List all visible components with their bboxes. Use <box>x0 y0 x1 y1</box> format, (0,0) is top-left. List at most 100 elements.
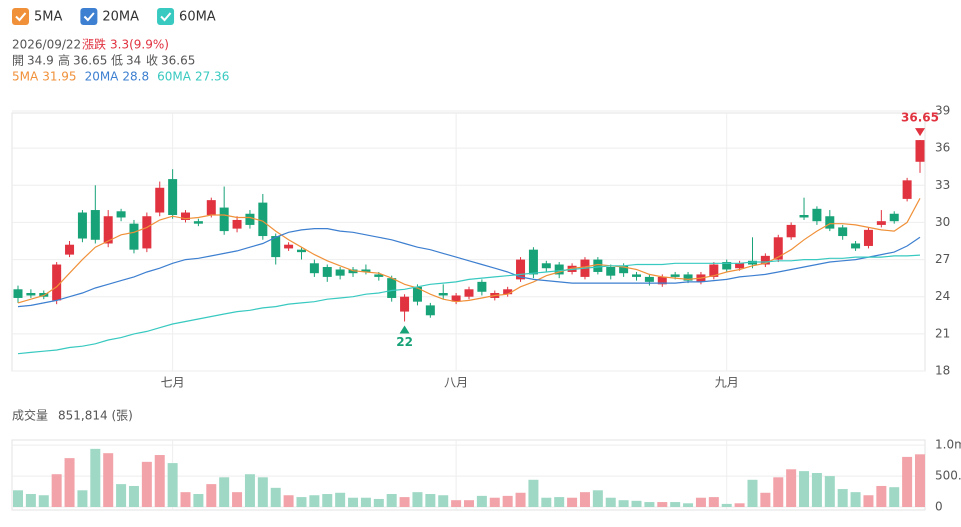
candle-body <box>876 221 886 225</box>
y-tick-label: 33 <box>935 178 950 192</box>
candle-body <box>193 221 203 224</box>
volume-bar <box>476 495 487 507</box>
volume-bar <box>747 479 758 507</box>
volume-bar <box>644 502 655 507</box>
volume-bar <box>592 490 603 507</box>
change-title: 漲跌 <box>82 37 106 52</box>
ma-info-name: 60MA <box>157 70 192 84</box>
candle-body <box>902 180 912 199</box>
y-tick-label: 27 <box>935 252 950 266</box>
legend-checkbox[interactable] <box>157 8 175 25</box>
candle-body <box>13 289 23 298</box>
candle-body <box>593 259 603 272</box>
volume-bar <box>348 497 359 507</box>
volume-bar <box>528 479 539 507</box>
volume-title: 成交量 <box>12 408 48 423</box>
candle-body <box>451 295 461 302</box>
volume-bar <box>670 502 681 507</box>
ma-info-value: 31.95 <box>42 70 76 84</box>
candle-body <box>438 293 448 296</box>
ma-info-name: 5MA <box>12 70 39 84</box>
candle-body <box>683 274 693 281</box>
candle-body <box>219 207 229 232</box>
legend-item[interactable]: 20MA <box>80 8 139 25</box>
volume-bar <box>386 494 397 507</box>
candle-body <box>644 276 654 282</box>
open-value: 34.9 <box>27 54 54 68</box>
volume-bar <box>103 453 114 507</box>
close-value: 36.65 <box>161 54 195 68</box>
volume-bar <box>515 492 526 507</box>
volume-bar <box>232 492 243 507</box>
ma-info-value: 28.8 <box>122 70 149 84</box>
low-label: 低 <box>111 54 123 68</box>
high-value: 36.65 <box>73 54 107 68</box>
candle-body <box>670 274 680 277</box>
volume-bar <box>863 495 874 507</box>
max-label: 36.65 <box>901 111 939 125</box>
candle-body <box>464 289 474 297</box>
legend-checkbox[interactable] <box>12 8 29 25</box>
date: 2026/09/22 <box>12 38 81 52</box>
candle-body <box>567 265 577 272</box>
volume-bar <box>425 494 436 507</box>
candle-body <box>103 216 113 244</box>
candle-body <box>168 179 178 215</box>
volume-bar <box>708 497 719 507</box>
candle-body <box>361 269 371 272</box>
candle-body <box>181 212 191 220</box>
volume-bar <box>90 448 101 507</box>
volume-bar <box>322 494 333 507</box>
candle-body <box>606 267 616 276</box>
candle-body <box>709 264 719 277</box>
volume-bar <box>154 455 165 507</box>
candle-body <box>541 263 551 269</box>
candle-body <box>722 262 732 270</box>
min-marker <box>399 325 410 334</box>
x-tick-label: 九月 <box>715 376 739 390</box>
volume-bar <box>13 490 23 507</box>
max-marker <box>915 128 925 137</box>
volume-bar <box>51 474 62 507</box>
open-label: 開 <box>12 54 24 68</box>
volume-bar <box>489 497 500 507</box>
candle-body <box>155 187 165 213</box>
candle-body <box>296 249 306 253</box>
volume-bar <box>141 461 152 507</box>
legend-item[interactable]: 60MA <box>157 8 216 25</box>
x-tick-label: 七月 <box>161 376 185 390</box>
candle-body <box>747 260 757 265</box>
candle-body <box>760 255 770 265</box>
volume-bar <box>25 494 36 507</box>
legend-checkbox[interactable] <box>80 8 98 25</box>
high-label: 高 <box>58 53 70 68</box>
volume-bar <box>270 487 281 507</box>
volume-bar <box>811 472 822 507</box>
volume-bar <box>631 500 642 507</box>
candle-body <box>335 269 345 276</box>
candle-body <box>799 215 809 218</box>
volume-bar <box>683 503 694 507</box>
volume-bar <box>695 497 706 507</box>
candle-body <box>309 263 319 274</box>
volume-tick-label: 500.0 <box>935 469 961 483</box>
legend-label: 20MA <box>102 10 139 25</box>
candle-body <box>26 293 36 296</box>
candle-body <box>77 212 87 239</box>
check-icon <box>160 12 172 22</box>
candle-body <box>915 140 925 162</box>
volume-bar <box>721 503 732 507</box>
y-tick-label: 30 <box>935 215 950 229</box>
volume-bar <box>283 495 294 507</box>
volume-bar <box>412 492 423 507</box>
legend-item[interactable]: 5MA <box>12 8 62 25</box>
volume-text: 851,814 (張) <box>58 409 133 423</box>
volume-bar <box>824 476 835 507</box>
candle-body <box>258 202 268 237</box>
ma-line <box>17 228 921 308</box>
candle-body <box>348 269 358 274</box>
volume-bar <box>618 500 629 507</box>
y-tick-label: 24 <box>935 289 950 303</box>
